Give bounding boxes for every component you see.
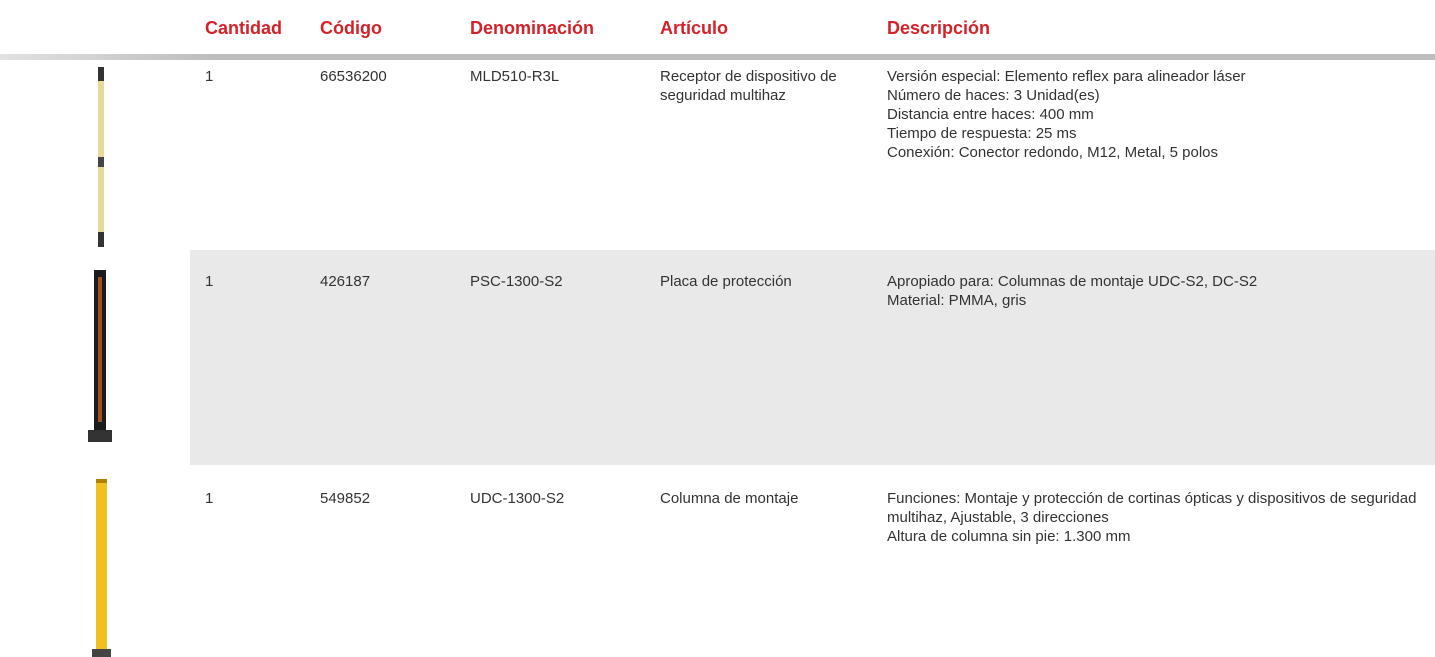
column-header: Descripción [887, 18, 991, 38]
description: Apropiado para: Columnas de montaje UDC-… [887, 272, 1432, 310]
cell: Columna de montaje [660, 490, 799, 507]
description-line: Número de haces: 3 Unidad(es) [887, 87, 1100, 104]
description-line: Altura de columna sin pie: 1.300 mm [887, 528, 1131, 545]
description-line: Conexión: Conector redondo, M12, Metal, … [887, 144, 1219, 161]
cell: 66536200 [320, 68, 387, 85]
cell: UDC-1300-S2 [470, 490, 565, 507]
description: Funciones: Montaje y protección de corti… [887, 489, 1432, 546]
cell: PSC-1300-S2 [470, 273, 563, 290]
description-line: Apropiado para: Columnas de montaje UDC-… [887, 273, 1258, 290]
cell: 1 [205, 273, 214, 290]
description-line: Material: PMMA, gris [887, 292, 1027, 309]
column-header: Cantidad [205, 18, 283, 38]
protection-plate-image [88, 270, 112, 442]
column-image [92, 479, 111, 657]
cell: MLD510-R3L [470, 68, 560, 85]
description-line: Distancia entre haces: 400 mm [887, 106, 1094, 123]
column-header: Denominación [470, 18, 595, 38]
cell: 426187 [320, 273, 371, 290]
header-rule [0, 54, 1435, 60]
cell: Receptor de dispositivo de seguridad mul… [660, 68, 837, 104]
cell: 1 [205, 68, 214, 85]
description-line: Tiempo de respuesta: 25 ms [887, 125, 1077, 142]
product-images [88, 67, 112, 657]
cell: Placa de protección [660, 273, 792, 290]
column-header: Artículo [660, 18, 729, 38]
description: Versión especial: Elemento reflex para a… [887, 67, 1432, 162]
description-line: Funciones: Montaje y protección de corti… [887, 490, 1417, 526]
description-line: Versión especial: Elemento reflex para a… [887, 68, 1246, 85]
cell: 1 [205, 490, 214, 507]
column-header: Código [320, 18, 382, 38]
row-background [190, 250, 1435, 465]
cell: 549852 [320, 490, 371, 507]
receiver-image [98, 67, 104, 247]
